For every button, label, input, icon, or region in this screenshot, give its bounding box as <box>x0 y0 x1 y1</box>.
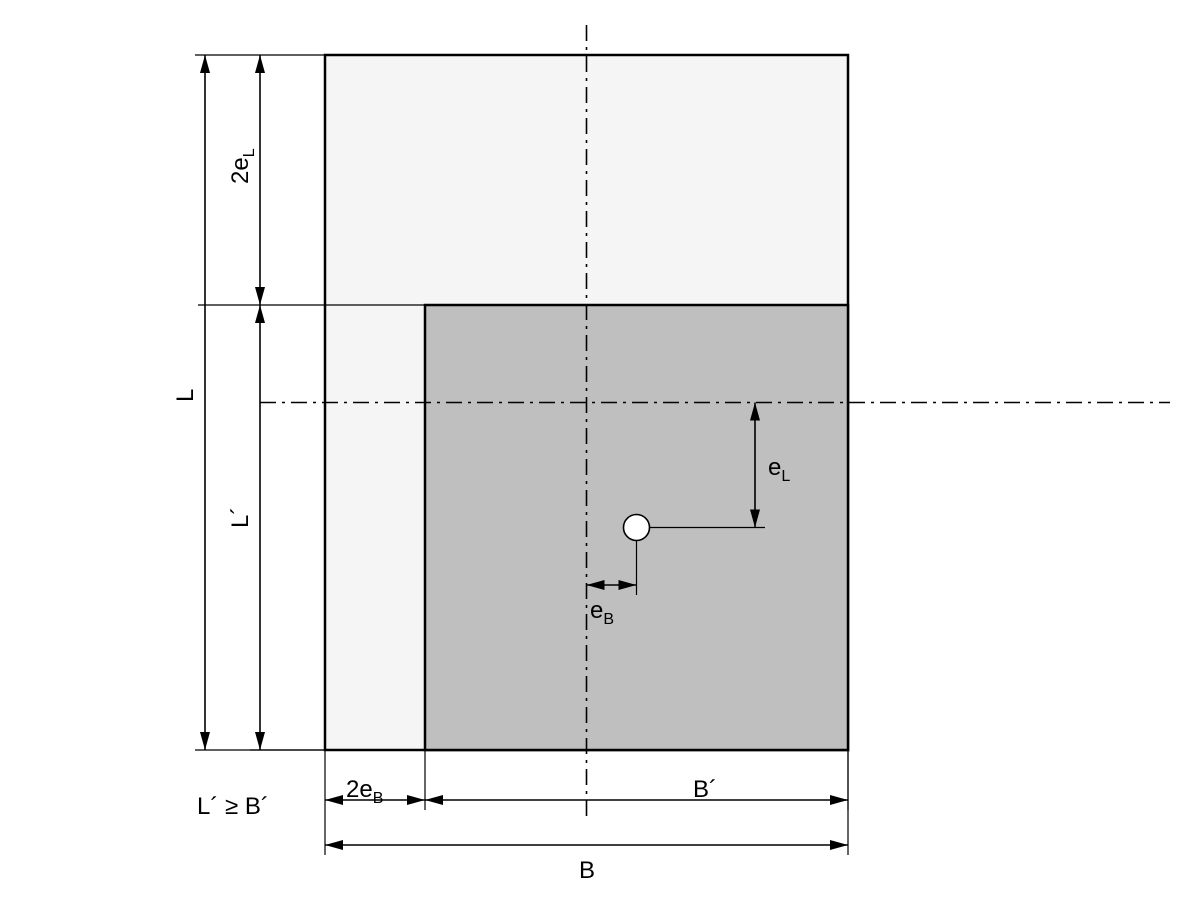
label-Bprime: B´ <box>693 776 717 803</box>
label-inequality: L´ ≥ B´ <box>197 793 269 820</box>
load-point <box>624 515 650 541</box>
label-L: L <box>172 389 199 402</box>
label-Lprime: L´ <box>227 507 254 528</box>
label-B: B <box>579 857 595 884</box>
